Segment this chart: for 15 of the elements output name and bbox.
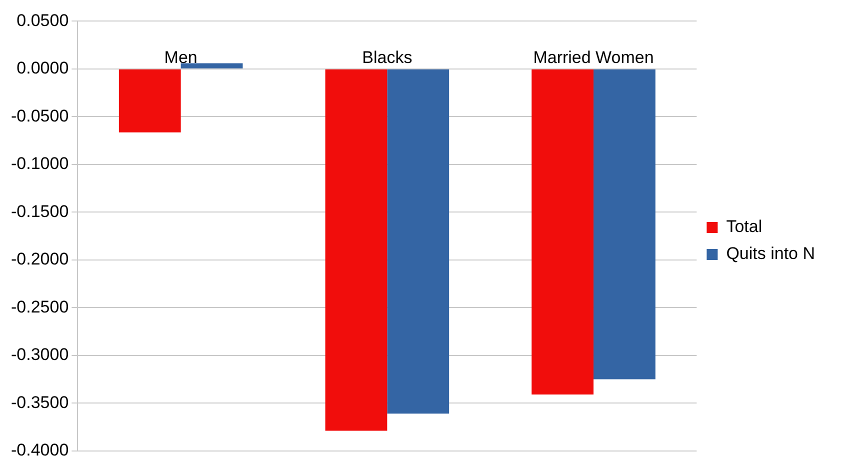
y-tick-label: -0.4000 xyxy=(10,440,69,460)
y-tick-label: -0.1500 xyxy=(10,202,69,221)
y-tick-label: -0.3000 xyxy=(10,345,69,364)
legend-label: Quits into N xyxy=(726,244,815,264)
y-tick-label: 0.0500 xyxy=(16,10,69,30)
y-tick-label: -0.1000 xyxy=(10,154,69,174)
y-tick-label: 0.0000 xyxy=(16,58,69,78)
y-tick-label: -0.3500 xyxy=(10,392,69,412)
y-tick-label: -0.2000 xyxy=(10,250,69,269)
legend-label: Total xyxy=(726,217,762,236)
y-tick-label: -0.0500 xyxy=(10,106,69,126)
y-tick-label: -0.2500 xyxy=(10,297,69,316)
x-tick-label: Men xyxy=(164,48,198,68)
x-tick-label: Married Women xyxy=(533,48,654,68)
x-tick-label: Blacks xyxy=(362,48,412,68)
